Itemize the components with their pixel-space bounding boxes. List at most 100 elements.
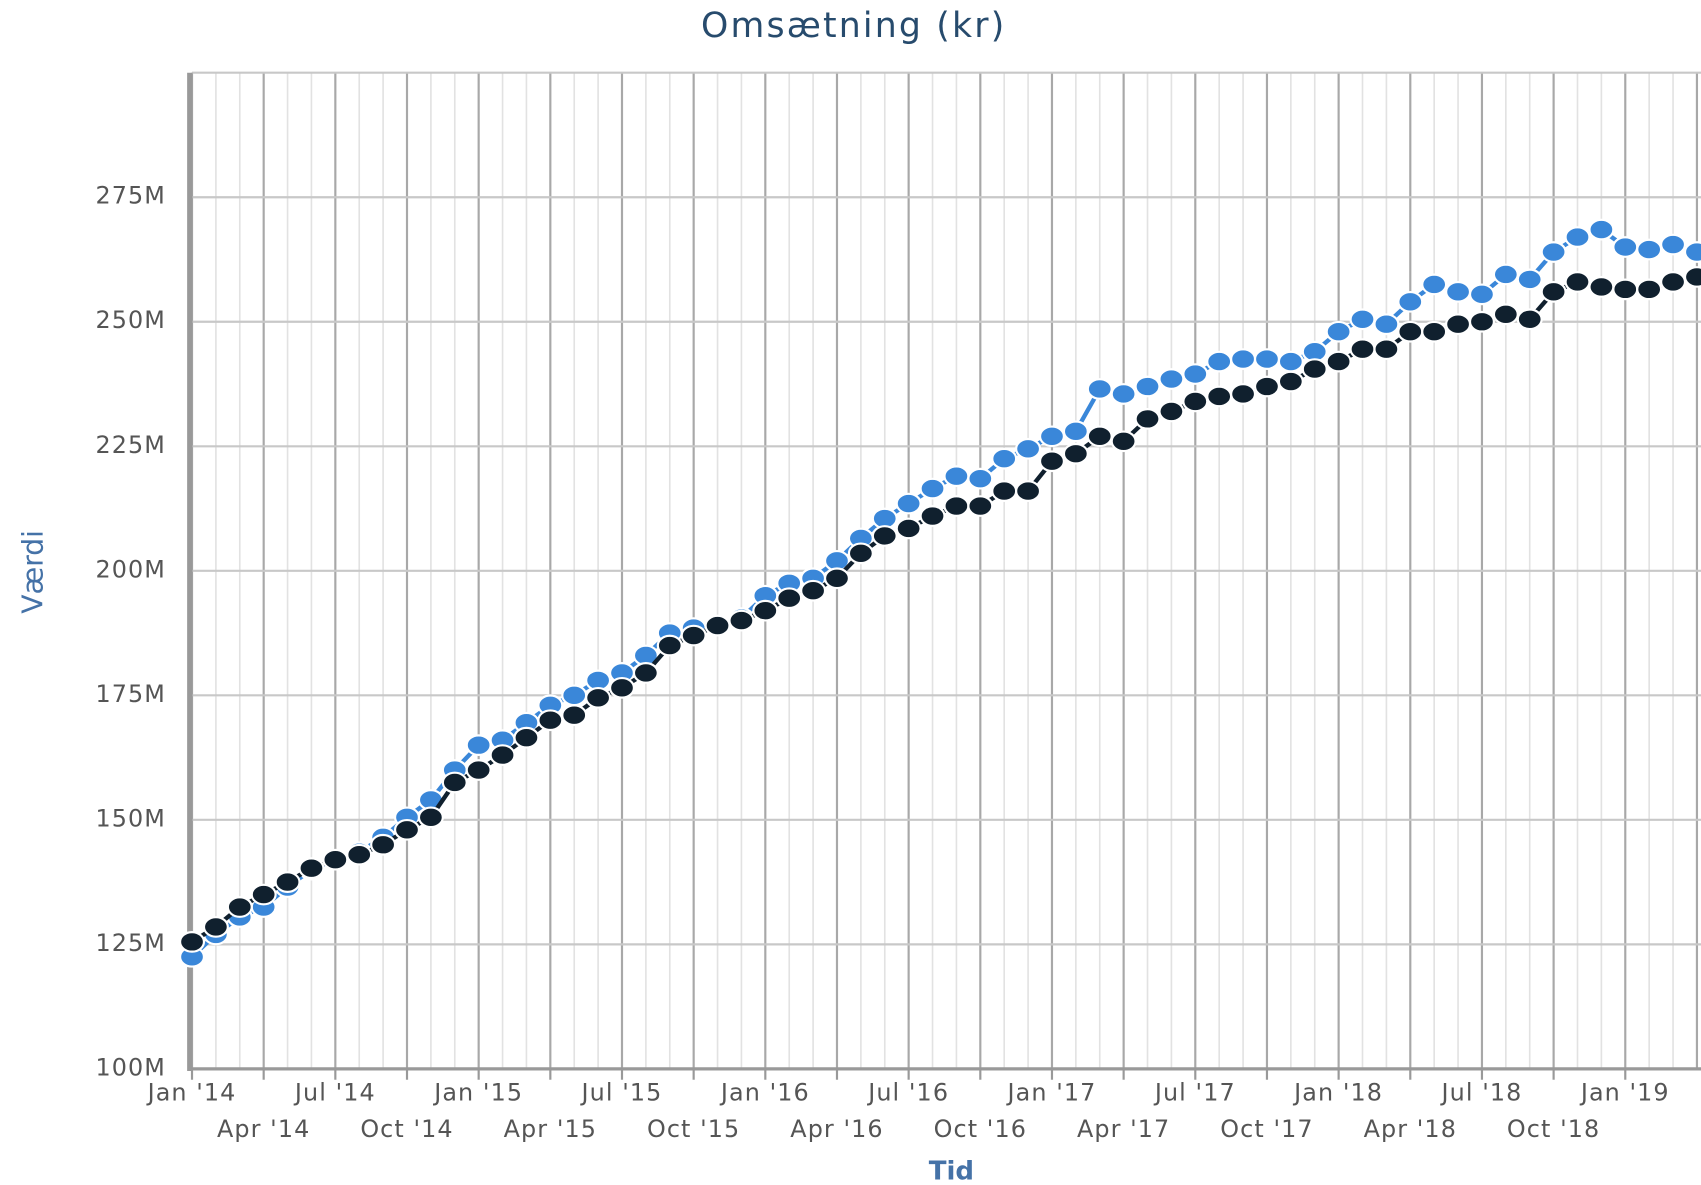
data-point (346, 843, 373, 866)
data-point (1421, 273, 1448, 296)
x-tick-label: Apr '18 (1364, 1115, 1457, 1143)
data-point (1038, 450, 1065, 473)
data-point (1516, 268, 1543, 291)
data-point (1325, 350, 1352, 373)
data-point (1277, 370, 1304, 393)
x-tick-label: Jul '17 (1153, 1078, 1236, 1106)
x-tick-label: Jul '16 (866, 1078, 949, 1106)
x-tick-label: Jul '18 (1440, 1078, 1523, 1106)
data-point (1397, 320, 1424, 343)
x-tick-label: Oct '17 (1220, 1115, 1313, 1143)
data-point (226, 896, 253, 918)
data-point (728, 609, 755, 632)
y-tick-label: 150M (96, 804, 166, 832)
y-tick-label: 250M (96, 306, 166, 334)
data-point (752, 599, 779, 622)
x-tick-label: Jan '17 (1006, 1078, 1097, 1106)
data-point (1038, 425, 1065, 448)
data-point (1158, 400, 1185, 423)
data-point (1110, 430, 1137, 453)
series-line (190, 274, 1698, 944)
x-tick-label: Oct '14 (360, 1115, 453, 1143)
data-point (1325, 320, 1352, 343)
data-point (1086, 378, 1113, 400)
data-point (895, 492, 922, 515)
data-point (465, 734, 492, 756)
data-point (680, 624, 707, 647)
data-point (561, 684, 588, 707)
data-point (895, 517, 922, 540)
data-point (704, 614, 731, 637)
data-point (1301, 358, 1328, 380)
x-tick-label: Jan '18 (1292, 1078, 1383, 1106)
x-tick-label: Oct '15 (647, 1115, 740, 1143)
data-point (967, 495, 994, 517)
data-point (991, 480, 1018, 502)
data-point (776, 587, 803, 610)
x-tick-label: Jan '19 (1579, 1078, 1670, 1106)
data-point (561, 704, 588, 727)
data-point (1230, 383, 1257, 405)
x-tick-label: Jan '16 (719, 1078, 810, 1106)
data-point (1421, 320, 1448, 343)
data-point (943, 495, 970, 517)
data-point (1492, 263, 1519, 286)
data-point (585, 686, 612, 709)
data-point (393, 818, 421, 841)
data-point (489, 744, 516, 766)
data-point (1445, 281, 1472, 303)
data-point (441, 771, 468, 794)
data-point (847, 542, 874, 565)
data-point (322, 848, 349, 871)
data-point (417, 806, 444, 829)
data-point (1660, 233, 1687, 256)
data-point (1612, 278, 1639, 301)
data-point (370, 833, 397, 856)
data-point (919, 505, 946, 527)
data-point (1253, 348, 1280, 370)
y-tick-label: 125M (96, 929, 166, 957)
data-point (656, 634, 683, 657)
y-tick-label: 225M (96, 431, 166, 459)
data-point (1492, 303, 1519, 326)
x-tick-label: Apr '17 (1077, 1115, 1170, 1143)
data-point (274, 871, 301, 893)
x-tick-label: Jan '15 (432, 1078, 523, 1106)
data-point (1110, 383, 1137, 405)
data-point (1134, 408, 1161, 430)
x-tick-label: Jul '14 (293, 1078, 376, 1106)
data-point (1062, 420, 1089, 443)
data-point (1230, 348, 1257, 370)
data-point (1683, 266, 1701, 288)
data-point (943, 465, 970, 488)
data-point (298, 857, 325, 880)
x-tick-label: Oct '16 (934, 1115, 1027, 1143)
data-point (178, 931, 206, 953)
data-point (1349, 338, 1376, 360)
x-tick-label: Jul '15 (580, 1078, 663, 1106)
data-point (1683, 241, 1701, 263)
data-point (1540, 281, 1567, 303)
y-tick-label: 100M (96, 1053, 166, 1081)
data-point (1277, 350, 1304, 373)
data-point (919, 477, 946, 500)
data-point (1158, 368, 1185, 390)
data-point (1206, 350, 1233, 373)
data-point (823, 567, 851, 590)
data-point (1253, 375, 1280, 398)
data-point (800, 579, 827, 602)
data-point (1588, 276, 1615, 298)
x-tick-label: Apr '14 (217, 1115, 310, 1143)
data-point (513, 726, 540, 749)
data-point (871, 525, 898, 547)
data-point (991, 447, 1018, 470)
data-point (1588, 218, 1615, 241)
data-point (465, 759, 492, 781)
x-tick-label: Apr '16 (790, 1115, 883, 1143)
data-point (608, 676, 636, 699)
y-tick-label: 175M (96, 680, 166, 708)
data-point (1134, 375, 1161, 398)
data-point (1397, 290, 1424, 313)
data-point (250, 883, 277, 906)
